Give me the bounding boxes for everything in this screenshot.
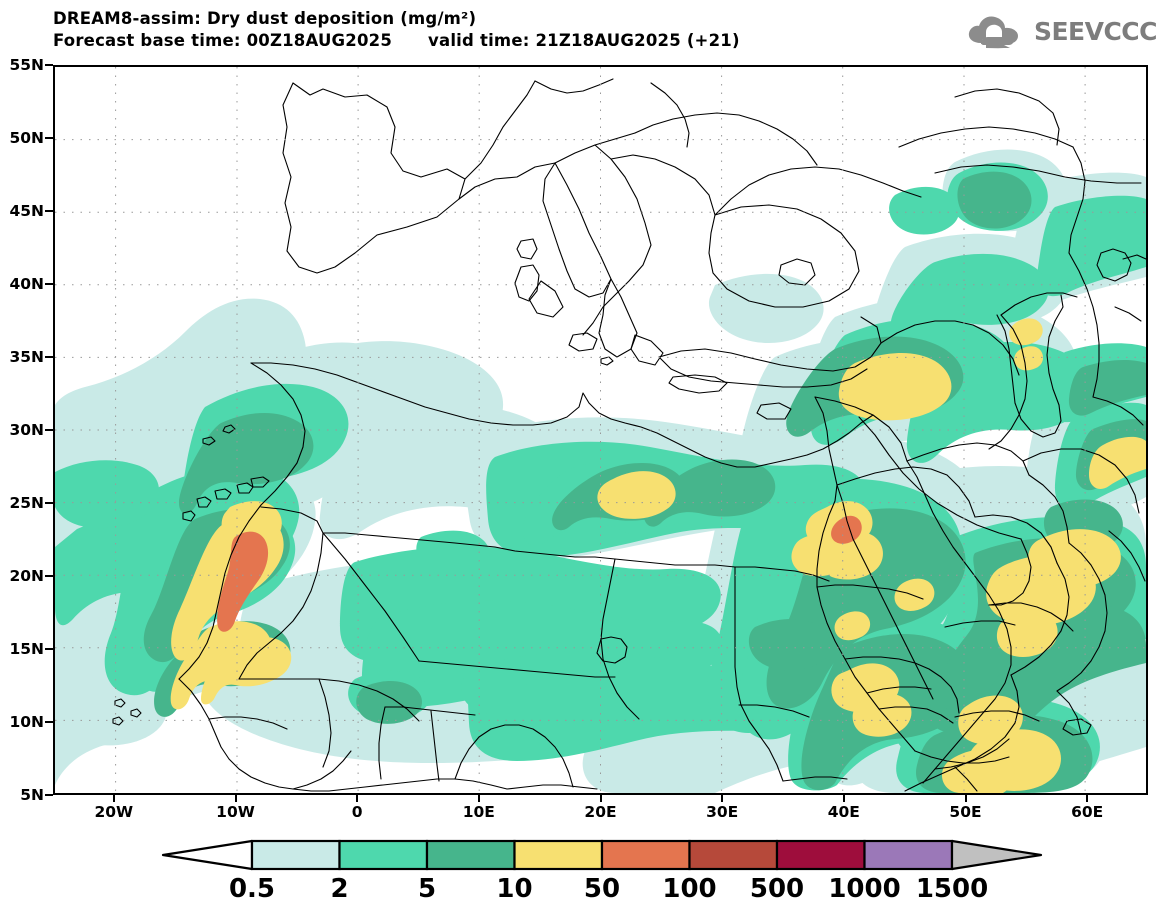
- colorbar-level-label: 5: [417, 874, 437, 904]
- latitude-tick: [45, 502, 53, 504]
- colorbar-over-arrow: [950, 839, 1043, 871]
- longitude-tick: [477, 795, 480, 802]
- chart-header: DREAM8-assim: Dry dust deposition (mg/m²…: [53, 8, 993, 56]
- colorbar-level-label: 500: [749, 874, 805, 904]
- latitude-tick-label: 20N: [9, 567, 44, 585]
- latitude-tick-label: 45N: [9, 202, 44, 220]
- colorbar-cell: [600, 839, 691, 871]
- contour-band-50-100: [217, 515, 862, 632]
- chart-subtitle: Forecast base time: 00Z18AUG2025 valid t…: [53, 30, 993, 52]
- latitude-tick: [45, 429, 53, 431]
- longitude-tick: [112, 795, 115, 802]
- colorbar-level-label: 1500: [915, 874, 989, 904]
- latitude-tick: [45, 575, 53, 577]
- longitude-tick: [1086, 795, 1089, 802]
- latitude-tick: [45, 794, 53, 796]
- longitude-tick: [842, 795, 845, 802]
- colorbar-cell: [775, 839, 866, 871]
- colorbar-level-label: 100: [662, 874, 717, 904]
- longitude-tick: [356, 795, 359, 802]
- cloud-icon: [968, 16, 1018, 49]
- colorbar-level-label: 0.5: [228, 874, 276, 904]
- latitude-tick-label: 10N: [9, 713, 44, 731]
- longitude-tick-label: 20E: [584, 803, 617, 821]
- longitude-tick-label: 20W: [94, 803, 134, 821]
- latitude-tick: [45, 356, 53, 358]
- logo-text: SEEVCCC: [1033, 16, 1158, 46]
- latitude-tick-label: 25N: [9, 494, 44, 512]
- forecast-base-time-label: Forecast base time: 00Z18AUG2025: [53, 31, 393, 50]
- latitude-tick: [45, 721, 53, 723]
- map-plot-area: [53, 65, 1148, 795]
- latitude-tick: [45, 137, 53, 139]
- colorbar-level-label: 2: [330, 874, 349, 904]
- latitude-tick: [45, 648, 53, 650]
- latitude-tick-label: 50N: [9, 129, 44, 147]
- colorbar-cell: [425, 839, 516, 871]
- longitude-tick-label: 30E: [706, 803, 739, 821]
- colorbar-tick-labels: 0.5 2 5 10 50 100 500 1000 1500: [0, 874, 1165, 907]
- chart-title: DREAM8-assim: Dry dust deposition (mg/m²…: [53, 9, 477, 28]
- latitude-tick: [45, 210, 53, 212]
- colorbar-cell: [513, 839, 604, 871]
- colorbar-level-label: 10: [496, 874, 533, 904]
- colorbar: 0.5 2 5 10 50 100 500 1000 1500: [0, 838, 1165, 907]
- latitude-tick: [45, 64, 53, 66]
- latitude-tick-label: 5N: [20, 786, 44, 804]
- longitude-tick-label: 60E: [1071, 803, 1104, 821]
- colorbar-cell: [688, 839, 779, 871]
- latitude-tick-label: 15N: [9, 640, 44, 658]
- seevccc-logo: SEEVCCC: [966, 12, 1158, 50]
- colorbar-swatches: [161, 839, 1043, 871]
- latitude-tick: [45, 283, 53, 285]
- longitude-tick-label: 40E: [827, 803, 860, 821]
- latitude-tick-label: 30N: [9, 421, 44, 439]
- longitude-tick: [599, 795, 602, 802]
- colorbar-cell: [338, 839, 429, 871]
- valid-time-label: valid time: 21Z18AUG2025 (+21): [428, 31, 740, 50]
- latitude-tick-label: 35N: [9, 348, 44, 366]
- latitude-tick-label: 55N: [9, 56, 44, 74]
- map-gridlines: [55, 67, 1146, 793]
- colorbar-cell: [863, 839, 954, 871]
- colorbar-level-label: 50: [583, 874, 621, 904]
- latitude-tick-label: 40N: [9, 275, 44, 293]
- longitude-tick: [234, 795, 237, 802]
- country-borders: [112, 78, 1146, 792]
- longitude-tick-label: 0: [351, 803, 363, 821]
- colorbar-cell: [250, 839, 341, 871]
- colorbar-under-arrow: [161, 839, 254, 871]
- longitude-tick-label: 50E: [949, 803, 982, 821]
- subtitle-gap: [392, 30, 428, 52]
- longitude-tick-label: 10E: [462, 803, 495, 821]
- longitude-tick-label: 10W: [216, 803, 255, 821]
- colorbar-level-label: 1000: [828, 874, 901, 904]
- longitude-tick: [964, 795, 967, 802]
- longitude-tick: [721, 795, 724, 802]
- dust-deposition-field: [55, 67, 1146, 793]
- contour-band-10-50: [170, 318, 1146, 793]
